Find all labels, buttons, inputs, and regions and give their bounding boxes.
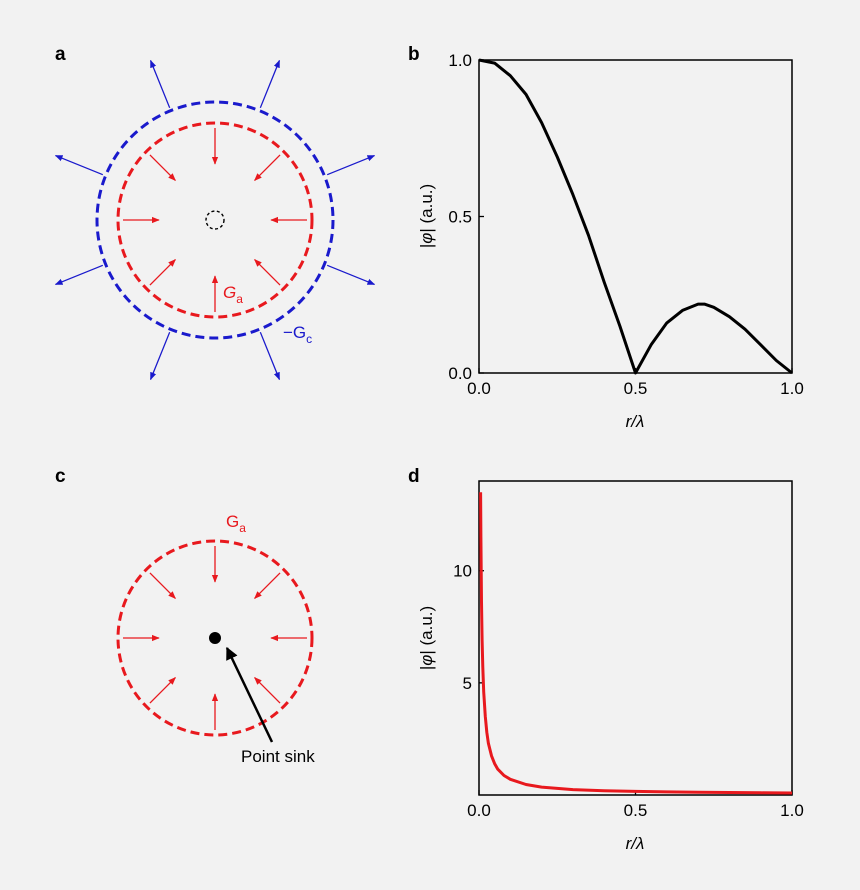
plot-d-series-line	[479, 492, 793, 795]
y-tick-label: 10	[453, 562, 472, 581]
outward-arrow	[326, 154, 376, 176]
inward-arrow	[149, 677, 176, 704]
plot-b-series-line	[478, 58, 793, 375]
inward-arrow	[149, 154, 176, 181]
panel-d-letter: d	[408, 466, 420, 487]
x-tick-label: 1.0	[780, 801, 804, 820]
plot-b-ylabel: |φ| (a.u.)	[417, 184, 436, 248]
panel-d: d 0.0 0.5 1.0 5 10 r/λ |φ| (a.u.)	[408, 466, 804, 853]
panel-c-letter: c	[55, 466, 66, 487]
panel-a: a Ga −Gc	[54, 44, 376, 381]
inward-arrow	[254, 259, 281, 286]
y-tick-label: 0.0	[448, 364, 472, 383]
plot-b-ticks: 0.0 0.5 1.0 0.0 0.5 1.0	[448, 51, 803, 398]
y-tick-label: 1.0	[448, 51, 472, 70]
x-tick-label: 0.5	[624, 801, 648, 820]
outward-arrow	[149, 59, 171, 109]
inner-red-circle	[116, 121, 314, 319]
center-dashed-circle	[205, 210, 225, 230]
x-tick-label: 0.0	[467, 801, 491, 820]
inward-arrow	[149, 572, 176, 599]
ga-label: Ga	[223, 283, 243, 306]
plot-b-xlabel: r/λ	[626, 412, 645, 431]
point-sink-label: Point sink	[241, 747, 315, 766]
plot-d-frame	[478, 480, 793, 796]
y-tick-label: 5	[463, 674, 472, 693]
point-sink-arrow	[225, 646, 274, 743]
plot-d-xlabel: r/λ	[626, 834, 645, 853]
outward-arrow	[149, 331, 171, 381]
x-tick-label: 0.0	[467, 379, 491, 398]
outward-arrow	[259, 331, 281, 381]
panel-b-letter: b	[408, 44, 420, 65]
outer-blue-circle	[95, 100, 335, 340]
inward-arrow	[254, 677, 281, 704]
plot-d-ylabel: |φ| (a.u.)	[417, 606, 436, 670]
red-inward-arrows	[123, 128, 307, 312]
red-dashed-circle	[116, 539, 314, 737]
x-tick-label: 1.0	[780, 379, 804, 398]
y-tick-label: 0.5	[448, 208, 472, 227]
point-sink-dot	[209, 632, 221, 644]
red-inward-arrows-c	[123, 546, 307, 730]
plot-b-frame	[478, 59, 793, 374]
outward-arrow	[259, 59, 281, 109]
inward-arrow	[254, 572, 281, 599]
panel-b: b 0.0 0.5 1.0 0.0 0.5 1.0 r/λ |φ| (a.u.)	[408, 44, 804, 431]
gc-label: −Gc	[283, 323, 312, 346]
outward-arrow	[326, 264, 376, 286]
panel-c: c Ga Point sink	[55, 466, 315, 766]
outward-arrow	[54, 264, 104, 286]
panel-a-letter: a	[55, 44, 66, 65]
blue-outward-arrows	[54, 59, 376, 381]
inward-arrow	[254, 154, 281, 181]
outward-arrow	[54, 154, 104, 176]
inward-arrow	[149, 259, 176, 286]
x-tick-label: 0.5	[624, 379, 648, 398]
plot-d-ticks: 0.0 0.5 1.0 5 10	[453, 562, 804, 820]
ga-label-c: Ga	[226, 512, 246, 535]
